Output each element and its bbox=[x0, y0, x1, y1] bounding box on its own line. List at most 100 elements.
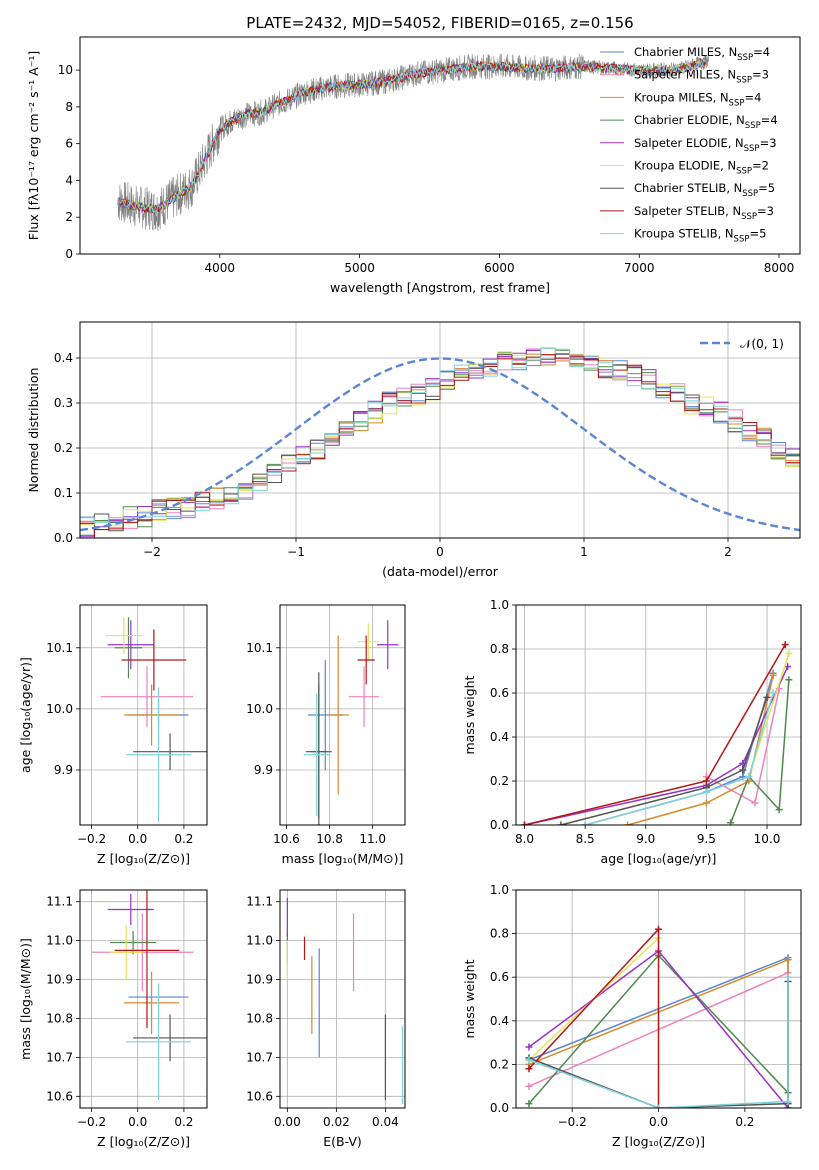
x-tick-label: 1 bbox=[580, 545, 588, 559]
legend-count: =2 bbox=[752, 159, 769, 173]
legend-subscript: SSP bbox=[744, 144, 760, 154]
legend-count: =4 bbox=[744, 90, 761, 104]
weight-marker bbox=[769, 671, 777, 679]
gaussian-curve bbox=[80, 357, 800, 532]
weight_vs_age-frame bbox=[515, 604, 802, 826]
weight-series-line bbox=[584, 692, 774, 825]
x-axis-label: mass [log₁₀(M/M⊙)] bbox=[282, 851, 404, 866]
weight_vs_Z-marks bbox=[525, 925, 792, 1108]
x-axis-label: Z [log₁₀(Z/Z⊙)] bbox=[97, 851, 190, 866]
mass_vs_Z-frame bbox=[79, 889, 208, 1109]
x-tick-label: 0.2 bbox=[174, 1115, 193, 1129]
y-tick-label: 8 bbox=[65, 100, 73, 114]
y-tick-label: 0.2 bbox=[490, 774, 509, 788]
x-axis-label: (data-model)/error bbox=[382, 564, 499, 579]
y-tick-label: 10.0 bbox=[246, 702, 273, 716]
legend-entry: Kroupa ELODIE, NSSP=2 bbox=[634, 159, 769, 177]
y-tick-label: 11.0 bbox=[46, 934, 73, 948]
x-tick-label: 4000 bbox=[205, 261, 236, 275]
legend-subscript: SSP bbox=[737, 53, 753, 63]
spectrum-axes: 4000 5000 6000 7000 8000 0 2 4 6 8 10 wavelength [A… bbox=[26, 36, 801, 295]
model-spectrum-line bbox=[120, 58, 707, 216]
figure-title: PLATE=2432, MJD=54052, FIBERID=0165, z=0… bbox=[246, 14, 633, 32]
weight-marker bbox=[727, 819, 735, 825]
x-tick-label: 0.0 bbox=[128, 832, 147, 846]
y-tick-label: 10.6 bbox=[246, 1089, 273, 1103]
y-tick-label: 0.4 bbox=[490, 1014, 509, 1028]
y-tick-label: 1.0 bbox=[490, 883, 509, 897]
weight-marker bbox=[520, 821, 528, 825]
y-tick-label: 9.9 bbox=[54, 763, 73, 777]
y-tick-label: 10 bbox=[58, 63, 73, 77]
x-tick-label: 0.2 bbox=[174, 832, 193, 846]
legend-entry: Salpeter STELIB, NSSP=3 bbox=[634, 204, 774, 222]
y-tick-label: 11.1 bbox=[246, 895, 273, 909]
weight_vs_age-marks bbox=[520, 641, 793, 825]
legend-count: =4 bbox=[753, 45, 770, 59]
gaussian-legend-label: 𝒩(0, 1) bbox=[740, 337, 784, 351]
y-tick-label: 11.0 bbox=[246, 934, 273, 948]
y-tick-label: 0.8 bbox=[490, 927, 509, 941]
y-tick-label: 10.7 bbox=[46, 1050, 73, 1064]
weight-marker bbox=[525, 1065, 533, 1073]
legend-count: =5 bbox=[758, 181, 775, 195]
weight-marker bbox=[655, 1104, 662, 1108]
weight-marker bbox=[785, 676, 793, 684]
mass_vs_ebv-marks bbox=[286, 897, 404, 1105]
weight-series-line bbox=[560, 697, 768, 825]
y-tick-label: 10.7 bbox=[246, 1050, 273, 1064]
y-axis-label: Normed distribution bbox=[26, 368, 41, 493]
y-tick-label: 0.4 bbox=[54, 351, 73, 365]
weight_vs_age-axes: 8.0 8.5 9.0 9.5 10.0 0.0 0.2 0.4 0.6 0.8 1.0 age [l… bbox=[462, 598, 802, 866]
x-tick-label: 0.04 bbox=[372, 1115, 399, 1129]
weight_vs_Z-frame bbox=[515, 889, 802, 1109]
age_vs_Z-marks bbox=[100, 617, 207, 822]
legend-entry: Kroupa MILES, NSSP=4 bbox=[634, 90, 761, 108]
x-tick-label: 0.00 bbox=[274, 1115, 301, 1129]
legend-subscript: SSP bbox=[734, 235, 750, 245]
x-axis-label: Z [log₁₀(Z/Z⊙)] bbox=[97, 1134, 190, 1149]
legend-subscript: SSP bbox=[742, 189, 758, 199]
y-tick-label: 0.6 bbox=[490, 686, 509, 700]
y-tick-label: 10.1 bbox=[246, 641, 273, 655]
y-tick-label: 10.0 bbox=[46, 702, 73, 716]
y-tick-label: 0.0 bbox=[490, 818, 509, 832]
weight-series-line bbox=[528, 977, 789, 1108]
residuals-axes: −2 −1 0 1 2 0.0 0.1 0.2 0.3 0.4 (data-model)/error… bbox=[26, 321, 801, 579]
y-tick-label: 0.8 bbox=[490, 642, 509, 656]
mass_vs_Z-axes: −0.2 0.0 0.2 10.6 10.7 10.8 10.9 11.0 11.1 Z [log… bbox=[18, 889, 208, 1149]
x-tick-label: 2 bbox=[724, 545, 732, 559]
weight-marker bbox=[784, 1097, 792, 1105]
weight-marker bbox=[781, 641, 789, 649]
x-axis-label: Z [log₁₀(Z/Z⊙)] bbox=[612, 1134, 705, 1149]
weight-marker bbox=[581, 821, 589, 825]
age_vs_mass-axes: 10.6 10.8 11.0 9.9 10.0 10.1 mass [log₁₀(M/M⊙)… bbox=[246, 604, 406, 866]
legend-count: =3 bbox=[760, 136, 777, 150]
y-axis-label: Flux [fλ10⁻¹⁷ erg cm⁻² s⁻¹ A⁻¹] bbox=[26, 51, 41, 240]
weight-marker bbox=[624, 821, 632, 825]
legend-entry: Chabrier MILES, NSSP=4 bbox=[634, 45, 770, 63]
weight-marker bbox=[702, 788, 710, 796]
x-tick-label: 10.6 bbox=[273, 832, 300, 846]
legend-entry: Salpeter MILES, NSSP=3 bbox=[634, 68, 769, 86]
x-tick-label: 0 bbox=[436, 545, 444, 559]
weight-marker bbox=[557, 821, 565, 825]
legend-entry: Salpeter ELODIE, NSSP=3 bbox=[634, 136, 777, 154]
y-tick-label: 10.9 bbox=[246, 973, 273, 987]
x-tick-label: 0.2 bbox=[735, 1115, 754, 1129]
weight-marker bbox=[784, 973, 792, 981]
y-tick-label: 0.6 bbox=[490, 970, 509, 984]
x-tick-label: −0.2 bbox=[77, 832, 106, 846]
legend-subscript: SSP bbox=[741, 212, 757, 222]
x-tick-label: 5000 bbox=[344, 261, 375, 275]
weight-marker bbox=[739, 766, 747, 774]
y-tick-label: 4 bbox=[65, 173, 73, 187]
y-axis-label: mass [log₁₀(M/M⊙)] bbox=[18, 938, 33, 1060]
mass_vs_ebv-axes: 0.00 0.02 0.04 10.6 10.7 10.8 10.9 11.0 11.1 E(B-… bbox=[246, 889, 406, 1149]
weight-marker bbox=[769, 689, 777, 697]
legend-entry: Chabrier STELIB, NSSP=5 bbox=[634, 181, 775, 199]
y-tick-label: 0.0 bbox=[490, 1101, 509, 1115]
mass_vs_ebv-frame bbox=[279, 889, 406, 1109]
legend-subscript: SSP bbox=[729, 98, 745, 108]
